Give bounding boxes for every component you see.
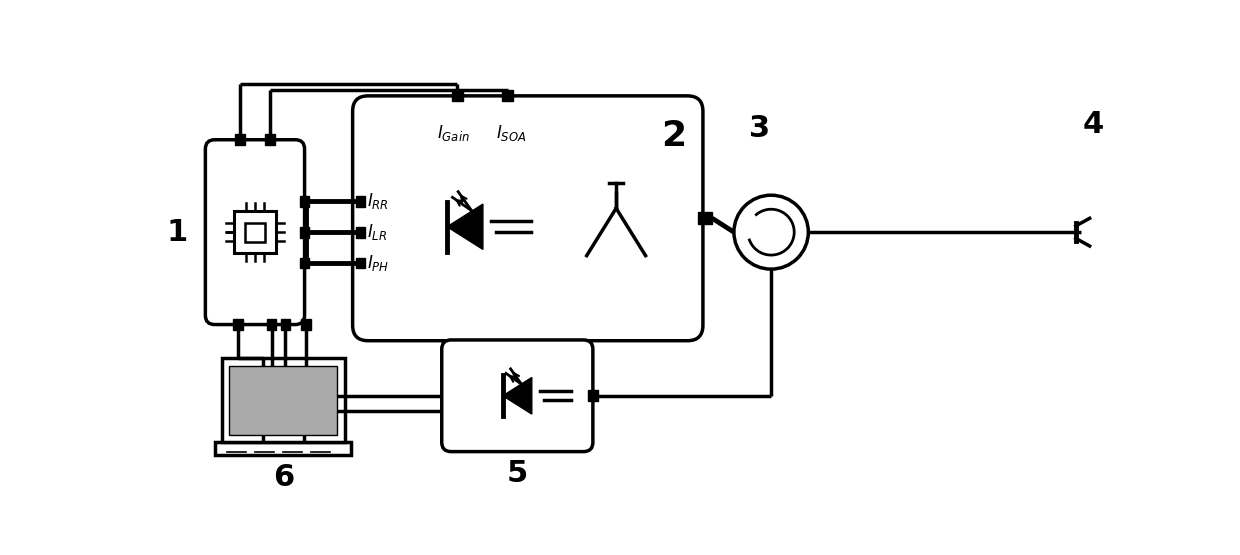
Bar <box>300 258 309 268</box>
Bar <box>233 319 243 330</box>
Bar <box>267 319 277 330</box>
Bar <box>300 196 309 207</box>
Bar <box>229 366 337 436</box>
Text: $I_{SOA}$: $I_{SOA}$ <box>496 123 527 143</box>
FancyBboxPatch shape <box>206 140 305 325</box>
Text: $I_{RR}$: $I_{RR}$ <box>367 191 388 211</box>
Bar <box>280 319 290 330</box>
Polygon shape <box>503 377 532 414</box>
Bar <box>588 390 598 401</box>
Polygon shape <box>448 204 482 249</box>
Circle shape <box>734 195 808 269</box>
Bar <box>356 196 365 207</box>
Bar <box>698 212 712 224</box>
Text: $I_{LR}$: $I_{LR}$ <box>367 222 387 242</box>
Text: 2: 2 <box>661 119 686 153</box>
Text: $I_{PH}$: $I_{PH}$ <box>367 253 389 273</box>
FancyBboxPatch shape <box>352 96 703 341</box>
Bar <box>356 227 365 238</box>
Text: 5: 5 <box>507 458 528 488</box>
FancyBboxPatch shape <box>441 340 593 452</box>
Text: 3: 3 <box>749 114 770 143</box>
Bar <box>300 227 309 238</box>
Bar <box>216 442 351 456</box>
Bar <box>451 90 463 101</box>
Bar <box>502 90 513 101</box>
Text: $I_{Gain}$: $I_{Gain}$ <box>436 123 470 143</box>
Bar <box>265 134 274 145</box>
Bar <box>356 258 365 268</box>
Text: 4: 4 <box>1083 110 1104 139</box>
Text: 1: 1 <box>166 218 187 246</box>
Bar <box>301 319 311 330</box>
Bar <box>246 223 264 241</box>
Bar <box>236 134 244 145</box>
Bar <box>222 359 345 442</box>
Text: 6: 6 <box>273 462 294 492</box>
Bar <box>233 211 277 253</box>
